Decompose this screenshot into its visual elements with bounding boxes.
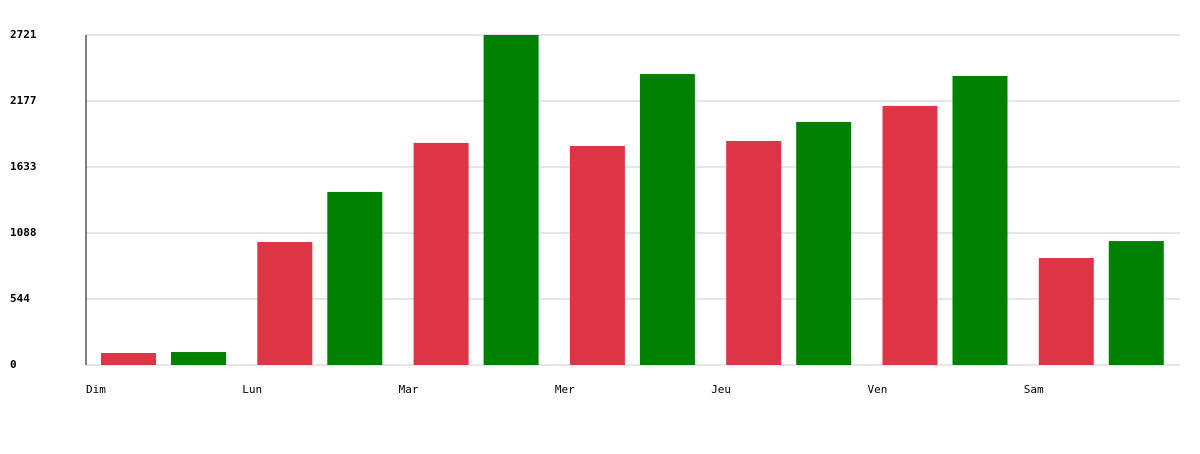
x-tick-label: Ven <box>868 383 888 396</box>
bar <box>413 142 469 365</box>
x-tick-label: Lun <box>242 383 262 396</box>
bar <box>171 352 226 365</box>
x-tick-label: Sam <box>1024 383 1044 396</box>
bar <box>1038 258 1094 365</box>
bar <box>569 145 625 365</box>
bar <box>1108 241 1164 365</box>
x-tick-label: Mar <box>399 383 419 396</box>
bar <box>952 75 1008 365</box>
y-tick-label: 1088 <box>10 226 37 239</box>
bar <box>101 352 156 365</box>
x-tick-label: Jeu <box>711 383 731 396</box>
bar <box>483 35 539 365</box>
bar <box>882 105 938 365</box>
y-tick-label: 1633 <box>10 160 37 173</box>
y-tick-label: 2177 <box>10 94 37 107</box>
x-tick-label: Mer <box>555 383 575 396</box>
bar <box>327 191 383 365</box>
bar <box>639 74 695 365</box>
y-tick-label: 544 <box>10 292 30 305</box>
x-tick-label: Dim <box>86 383 106 396</box>
bar <box>726 140 782 365</box>
bar <box>796 121 852 365</box>
bar <box>257 242 313 365</box>
y-tick-label: 0 <box>10 358 17 371</box>
y-tick-label: 2721 <box>10 28 37 41</box>
